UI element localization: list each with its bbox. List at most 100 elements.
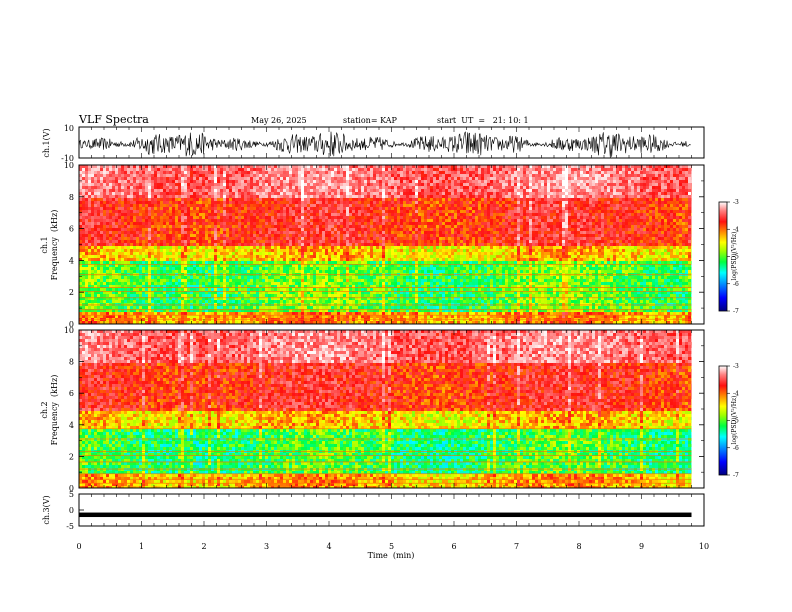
spectrogram-cell	[319, 264, 322, 267]
spectrogram-cell	[343, 285, 346, 288]
spectrogram-cell	[202, 234, 205, 237]
spectrogram-cell	[343, 291, 346, 294]
spectrogram-cell	[112, 285, 115, 288]
spectrogram-cell	[163, 201, 166, 204]
spectrogram-cell	[328, 282, 331, 285]
spectrogram-cell	[277, 285, 280, 288]
spectrogram-cell	[196, 228, 199, 231]
spectrogram-cell	[157, 189, 160, 192]
spectrogram-cell	[244, 315, 247, 318]
spectrogram-cell	[286, 174, 289, 177]
spectrogram-cell	[100, 297, 103, 300]
spectrogram-cell	[199, 204, 202, 207]
spectrogram-cell	[115, 174, 118, 177]
spectrogram-cell	[271, 177, 274, 180]
spectrogram-cell	[97, 306, 100, 309]
spectrogram-cell	[112, 309, 115, 312]
spectrogram-cell	[277, 279, 280, 282]
spectrogram-cell	[154, 195, 157, 198]
spectrogram-cell	[109, 285, 112, 288]
spectrogram-cell	[316, 171, 319, 174]
spectrogram-cell	[88, 234, 91, 237]
spectrogram-cell	[247, 210, 250, 213]
spectrogram-cell	[349, 231, 352, 234]
spectrogram-cell	[223, 252, 226, 255]
spectrogram-cell	[337, 168, 340, 171]
spectrogram-cell	[100, 237, 103, 240]
spectrogram-cell	[340, 240, 343, 243]
spectrogram-cell	[244, 195, 247, 198]
spectrogram-cell	[109, 222, 112, 225]
spectrogram-cell	[178, 192, 181, 195]
spectrogram-cell	[181, 183, 184, 186]
spectrogram-cell	[298, 246, 301, 249]
spectrogram-cell	[163, 294, 166, 297]
spectrogram-cell	[325, 276, 328, 279]
spectrogram-cell	[145, 243, 148, 246]
spectrogram-cell	[223, 270, 226, 273]
spectrogram-cell	[94, 213, 97, 216]
spectrogram-cell	[313, 222, 316, 225]
spectrogram-cell	[247, 183, 250, 186]
spectrogram-cell	[88, 264, 91, 267]
spectrogram-cell	[358, 204, 361, 207]
spectrogram-cell	[94, 288, 97, 291]
spectrogram-cell	[298, 291, 301, 294]
spectrogram-cell	[178, 246, 181, 249]
spectrogram-cell	[253, 174, 256, 177]
spectrogram-cell	[340, 201, 343, 204]
spectrogram-cell	[253, 315, 256, 318]
spectrogram-cell	[319, 225, 322, 228]
spectrogram-cell	[148, 210, 151, 213]
spectrogram-cell	[241, 237, 244, 240]
spectrogram-cell	[292, 231, 295, 234]
spectrogram-cell	[304, 255, 307, 258]
spectrogram-cell	[133, 174, 136, 177]
spectrogram-cell	[160, 237, 163, 240]
spectrogram-cell	[205, 219, 208, 222]
spectrogram-cell	[79, 294, 82, 297]
spectrogram-cell	[265, 264, 268, 267]
spectrogram-cell	[277, 195, 280, 198]
spectrogram-cell	[331, 249, 334, 252]
spectrogram-cell	[301, 291, 304, 294]
spectrogram-cell	[151, 300, 154, 303]
spectrogram-cell	[85, 297, 88, 300]
spectrogram-cell	[91, 207, 94, 210]
spectrogram-cell	[325, 180, 328, 183]
spectrogram-cell	[154, 276, 157, 279]
spectrogram-cell	[229, 222, 232, 225]
spectrogram-cell	[118, 291, 121, 294]
spectrogram-cell	[187, 270, 190, 273]
spectrogram-cell	[277, 234, 280, 237]
spectrogram-cell	[352, 225, 355, 228]
spectrogram-cell	[157, 165, 160, 168]
spectrogram-cell	[250, 249, 253, 252]
spectrogram-cell	[214, 297, 217, 300]
spectrogram-cell	[190, 285, 193, 288]
spectrogram-cell	[358, 177, 361, 180]
spectrogram-cell	[154, 267, 157, 270]
spectrogram-cell	[142, 270, 145, 273]
spectrogram-cell	[298, 213, 301, 216]
spectrogram-cell	[259, 228, 262, 231]
spectrogram-cell	[286, 210, 289, 213]
spectrogram-cell	[103, 315, 106, 318]
spectrogram-cell	[181, 285, 184, 288]
spectrogram-cell	[352, 207, 355, 210]
spectrogram-cell	[202, 201, 205, 204]
spectrogram-cell	[112, 279, 115, 282]
spectrogram-cell	[247, 300, 250, 303]
spectrogram-cell	[316, 294, 319, 297]
spectrogram-cell	[319, 201, 322, 204]
spectrogram-cell	[205, 246, 208, 249]
spectrogram-cell	[172, 267, 175, 270]
spectrogram-cell	[280, 249, 283, 252]
spectrogram-cell	[142, 174, 145, 177]
spectrogram-cell	[205, 213, 208, 216]
spectrogram-cell	[118, 207, 121, 210]
spectrogram-cell	[301, 207, 304, 210]
spectrogram-cell	[301, 198, 304, 201]
spectrogram-cell	[274, 234, 277, 237]
spectrogram-cell	[298, 312, 301, 315]
